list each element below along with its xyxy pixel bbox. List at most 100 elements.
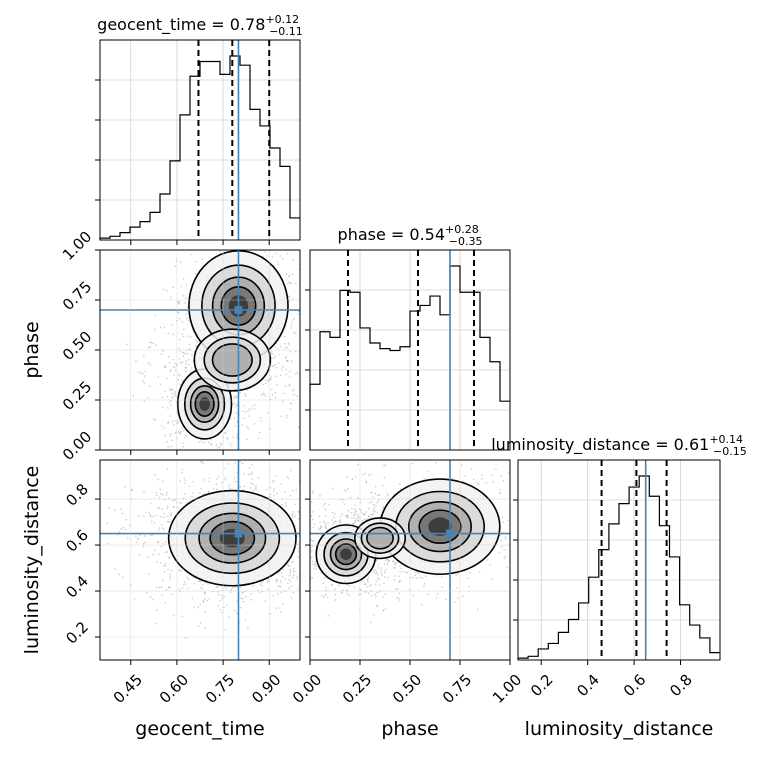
- sample-point: [170, 404, 172, 407]
- sample-point: [240, 597, 243, 600]
- sample-point: [319, 521, 321, 524]
- sample-point: [324, 523, 327, 526]
- sample-point: [306, 515, 308, 517]
- sample-point: [501, 546, 503, 548]
- sample-point: [396, 597, 398, 599]
- sample-point: [370, 501, 373, 503]
- sample-point: [192, 480, 194, 483]
- sample-point: [148, 385, 151, 387]
- sample-point: [374, 492, 377, 495]
- sample-point: [270, 357, 273, 360]
- sample-point: [295, 488, 298, 491]
- sample-point: [306, 512, 308, 514]
- sample-point: [177, 379, 180, 381]
- sample-point: [274, 392, 277, 394]
- sample-point: [164, 562, 167, 564]
- sample-point: [220, 482, 223, 484]
- sample-point: [144, 370, 147, 373]
- sample-point: [160, 424, 163, 427]
- sample-point: [500, 539, 502, 542]
- sample-point: [202, 601, 205, 603]
- x-axis-label-luminosity_distance: luminosity_distance: [525, 718, 714, 740]
- sample-point: [137, 537, 139, 539]
- sample-point: [174, 370, 177, 372]
- sample-point: [176, 311, 179, 313]
- sample-point: [233, 402, 236, 404]
- sample-point: [174, 432, 176, 435]
- sample-point: [288, 275, 291, 278]
- sample-point: [367, 507, 370, 510]
- y-tick-label: 0.6: [62, 526, 92, 556]
- sample-point: [314, 564, 316, 566]
- sample-point: [164, 390, 166, 392]
- sample-point: [282, 568, 284, 571]
- sample-point: [331, 584, 334, 586]
- sample-point: [302, 528, 304, 530]
- sample-point: [179, 590, 181, 593]
- sample-point: [279, 345, 282, 348]
- title-plus: +0.28: [445, 223, 479, 236]
- sample-point: [168, 586, 170, 589]
- sample-point: [281, 572, 283, 574]
- sample-point: [190, 496, 192, 498]
- sample-point: [197, 625, 200, 627]
- sample-point: [306, 556, 308, 558]
- sample-point: [224, 467, 226, 470]
- sample-point: [375, 580, 378, 582]
- sample-point: [296, 395, 299, 398]
- sample-point: [167, 446, 170, 448]
- sample-point: [319, 494, 321, 497]
- sample-point: [289, 570, 292, 573]
- sample-point: [338, 521, 341, 524]
- sample-point: [157, 506, 159, 509]
- sample-point: [288, 587, 290, 590]
- sample-point: [148, 361, 151, 364]
- sample-point: [234, 405, 237, 408]
- sample-point: [182, 355, 185, 358]
- sample-point: [411, 462, 414, 465]
- sample-point: [288, 343, 290, 345]
- sample-point: [142, 379, 145, 382]
- sample-point: [335, 519, 337, 522]
- sample-point: [323, 596, 326, 598]
- sample-point: [180, 570, 183, 572]
- sample-point: [152, 342, 154, 344]
- sample-point: [254, 485, 257, 487]
- sample-point: [352, 523, 354, 525]
- sample-point: [386, 563, 389, 566]
- sample-point: [169, 435, 172, 437]
- sample-point: [506, 566, 509, 569]
- sample-point: [250, 482, 253, 484]
- sample-point: [376, 565, 379, 568]
- sample-point: [290, 402, 292, 404]
- sample-point: [364, 472, 366, 475]
- sample-point: [321, 594, 324, 597]
- sample-point: [257, 437, 260, 440]
- y-axis-label-luminosity_distance: luminosity_distance: [21, 466, 43, 655]
- sample-point: [210, 443, 213, 446]
- sample-point: [302, 511, 304, 513]
- sample-point: [288, 300, 290, 303]
- sample-point: [412, 594, 414, 597]
- sample-point: [375, 560, 378, 562]
- sample-point: [271, 480, 274, 483]
- sample-point: [258, 431, 261, 434]
- sample-point: [365, 583, 367, 585]
- sample-point: [242, 417, 245, 419]
- x-tick-label: 0.45: [110, 671, 146, 707]
- sample-point: [262, 392, 265, 395]
- sample-point: [381, 567, 383, 569]
- sample-point: [288, 384, 291, 387]
- sample-point: [293, 331, 295, 334]
- sample-point: [365, 511, 368, 513]
- sample-point: [160, 545, 163, 548]
- sample-point: [283, 392, 286, 395]
- sample-point: [272, 353, 274, 355]
- sample-point: [172, 506, 175, 508]
- sample-point: [154, 515, 156, 517]
- sample-point: [167, 505, 169, 507]
- sample-point: [396, 561, 399, 564]
- sample-point: [208, 480, 211, 483]
- sample-point: [353, 516, 355, 519]
